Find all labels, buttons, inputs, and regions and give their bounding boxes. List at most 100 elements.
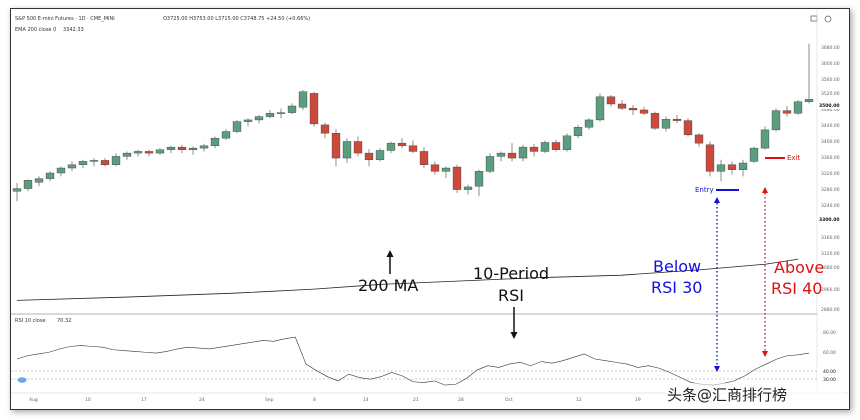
candle-down xyxy=(507,152,517,159)
settings-icon[interactable] xyxy=(824,15,832,23)
candle-up xyxy=(210,137,220,146)
candle-up xyxy=(562,135,572,150)
candle-up xyxy=(441,167,451,172)
candle-up xyxy=(584,119,594,128)
candle-up xyxy=(738,162,748,170)
candle-up xyxy=(386,142,396,151)
candle-up xyxy=(56,167,66,174)
candle-down xyxy=(364,152,374,160)
price-tick-label: 3440.00 xyxy=(821,123,840,129)
candle-up xyxy=(375,150,385,160)
candle-up xyxy=(342,141,352,159)
candle-up xyxy=(155,149,165,154)
candle-up xyxy=(78,161,88,165)
candle-up xyxy=(661,119,671,129)
watermark: 头条@汇商排行榜 xyxy=(667,386,787,404)
candle-up xyxy=(749,147,759,162)
price-tick-label: 3320.00 xyxy=(821,171,840,177)
time-tick-label: 8 xyxy=(313,397,316,403)
rsi-annotation-line1: 10-Period xyxy=(473,264,549,283)
time-tick-label: 21 xyxy=(413,397,419,403)
candle-down xyxy=(529,146,539,152)
rsi-line xyxy=(16,336,810,386)
time-tick-label: 14 xyxy=(363,397,369,403)
candle-down xyxy=(683,120,693,136)
candle-up xyxy=(298,91,308,108)
ma-label: 200 MA xyxy=(358,276,418,295)
candle-down xyxy=(639,109,649,114)
cloud-icon[interactable] xyxy=(17,377,27,383)
rsi-axis: 80.00 60.00 40.00 30.00 xyxy=(817,330,849,383)
candle-up xyxy=(540,142,550,152)
symbol-title: S&P 500 E-mini Futures · 1D · CME_MINI xyxy=(15,16,115,22)
time-tick-label: Sep xyxy=(265,397,274,403)
candle-up xyxy=(265,113,275,117)
candle-down xyxy=(353,141,363,154)
time-tick-label: Aug xyxy=(29,397,38,403)
candle-up xyxy=(287,105,297,113)
candle-down xyxy=(331,132,341,159)
time-tick-label: 24 xyxy=(199,397,205,403)
time-tick-label: 10 xyxy=(85,397,91,403)
candle-down xyxy=(397,142,407,147)
candle-down xyxy=(320,124,330,134)
exit-label: Exit xyxy=(787,154,801,162)
below-label-line1: Below xyxy=(653,257,701,276)
candle-up xyxy=(221,131,231,139)
above-label-line2: RSI 40 xyxy=(771,279,822,298)
candle-down xyxy=(452,166,462,190)
ma-price-tag: 3300.00 xyxy=(819,217,840,223)
time-tick-label: 28 xyxy=(458,397,464,403)
ema-value: 3342.33 xyxy=(63,27,84,33)
time-tick-label: Oct xyxy=(505,397,513,403)
candle-up xyxy=(67,164,77,169)
price-chart: S&P 500 E-mini Futures · 1D · CME_MINI O… xyxy=(11,9,849,409)
above-label-line1: Above xyxy=(774,258,824,277)
candle-down xyxy=(419,151,429,165)
candle-up xyxy=(716,164,726,172)
candle-up xyxy=(23,180,33,189)
candle-up xyxy=(166,146,176,150)
candle-up xyxy=(771,110,781,131)
candle-down xyxy=(408,145,418,152)
candle-down xyxy=(617,103,627,109)
price-tick-label: 2960.00 xyxy=(821,287,840,293)
price-tick-label: 3680.00 xyxy=(821,45,840,51)
candle-down xyxy=(782,110,792,114)
price-axis: 3680.00 3600.00 3560.00 3520.00 3480.00 3440.… xyxy=(821,45,840,313)
candles xyxy=(12,43,814,202)
rsi-path xyxy=(16,336,810,386)
candle-up xyxy=(474,171,484,187)
candle-up xyxy=(760,129,770,149)
entry-arrowhead-up xyxy=(714,197,720,203)
candle-down xyxy=(144,151,154,154)
candle-up xyxy=(463,186,473,190)
time-tick-label: 12 xyxy=(576,397,582,403)
candle-up xyxy=(485,156,495,172)
candle-up xyxy=(12,188,22,192)
price-tick-label: 3360.00 xyxy=(821,155,840,161)
candle-up xyxy=(276,112,286,114)
price-tick-label: 3400.00 xyxy=(821,139,840,145)
price-tick-label: 3080.00 xyxy=(821,265,840,271)
candle-up xyxy=(45,172,55,179)
candle-down xyxy=(672,119,682,121)
candle-down xyxy=(694,134,704,144)
candle-up xyxy=(188,147,198,150)
price-tick-label: 3160.00 xyxy=(821,235,840,241)
candle-up xyxy=(573,127,583,137)
candle-down xyxy=(309,93,319,125)
candle-up xyxy=(595,96,605,121)
price-tick-label: 2880.00 xyxy=(821,307,840,313)
candle-up xyxy=(34,178,44,183)
candle-up xyxy=(199,145,209,149)
price-tick-label: 3480.00 xyxy=(821,107,840,113)
rsi-annotation-line2: RSI xyxy=(498,286,524,305)
candle-up xyxy=(243,119,253,122)
candle-up xyxy=(804,99,814,102)
candle-up xyxy=(122,152,132,157)
candle-up xyxy=(254,116,264,121)
candle-down xyxy=(606,96,616,105)
candle-up xyxy=(232,121,242,132)
exit-arrowhead-down xyxy=(762,351,768,357)
